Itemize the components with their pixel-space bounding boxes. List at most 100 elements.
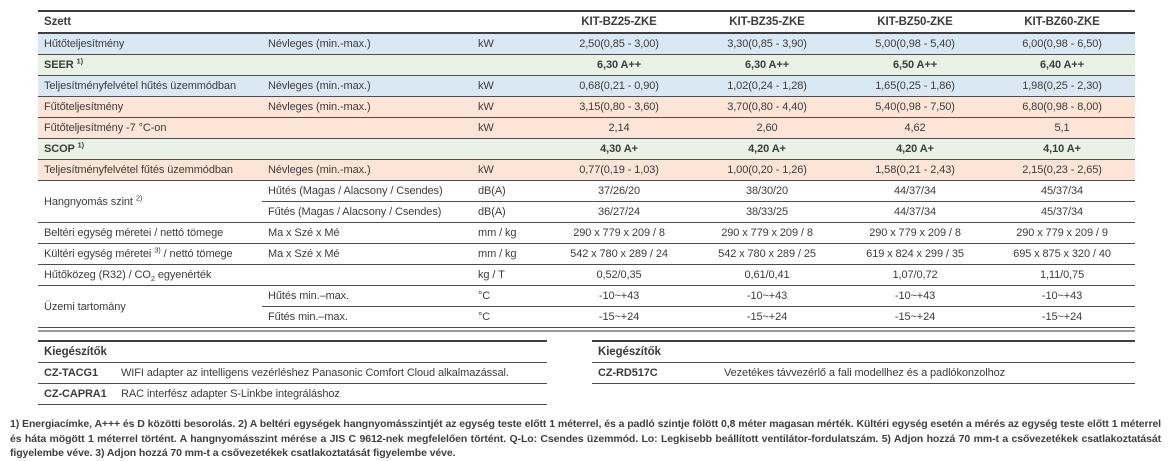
spec-value: 290 x 779 x 209 / 9 <box>989 222 1136 244</box>
spec-value: 38/33/25 <box>693 201 842 223</box>
spec-value: 1,02(0,24 - 1,28) <box>693 75 842 97</box>
spec-unit: dB(A) <box>472 180 546 202</box>
spec-unit: kW <box>472 159 546 181</box>
spec-value: 1,58(0,21 - 2,43) <box>841 159 990 181</box>
spec-label: Kültéri egység méretei 3) / nettó tömege <box>38 243 262 265</box>
spec-label: Teljesítményfelvétel fűtés üzemmódban <box>38 159 262 181</box>
spec-value: 37/26/20 <box>545 180 694 202</box>
spec-value: 6,00(0,98 - 6,50) <box>989 33 1136 55</box>
spec-label: SEER 1) <box>38 54 262 76</box>
spec-value: 3,70(0,80 - 4,40) <box>693 96 842 118</box>
spec-value: -15~+24 <box>693 306 842 328</box>
spec-row-heating-capacity: Fűtőteljesítmény Névleges (min.-max.) kW… <box>38 96 1136 118</box>
accessory-description: WIFI adapter az intelligens vezérléshez … <box>115 362 547 384</box>
spec-value: -15~+24 <box>545 306 694 328</box>
spec-value: 542 x 780 x 289 / 24 <box>545 243 694 265</box>
accessories-header-row: Kiegészítők <box>592 341 1135 363</box>
accessory-description: Vezetékes távvezérlő a fali modellhez és… <box>718 362 1135 384</box>
spec-row-refrigerant: Hűtőközeg (R32) / CO2 egyenérték kg / T … <box>38 264 1136 286</box>
spec-value: 4,30 A+ <box>545 138 694 160</box>
spec-value: 695 x 875 x 320 / 40 <box>989 243 1136 265</box>
spec-row-seer: SEER 1) 6,30 A++ 6,30 A++ 6,50 A++ 6,40 … <box>38 54 1136 76</box>
spec-unit: kW <box>472 96 546 118</box>
spec-sublabel <box>262 117 472 139</box>
spec-value: 6,30 A++ <box>545 54 694 76</box>
spec-value: 44/37/34 <box>841 201 990 223</box>
spec-value: 1,11/0,75 <box>989 264 1136 286</box>
spec-value: -10~+43 <box>989 285 1136 307</box>
spec-value: 1,00(0,20 - 1,26) <box>693 159 842 181</box>
spec-unit: dB(A) <box>472 201 546 223</box>
spec-value: 2,15(0,23 - 2,65) <box>989 159 1136 181</box>
spec-value: 6,40 A++ <box>989 54 1136 76</box>
spec-value: 5,00(0,98 - 5,40) <box>841 33 990 55</box>
spec-value: 290 x 779 x 209 / 8 <box>841 222 990 244</box>
spec-value: -10~+43 <box>841 285 990 307</box>
spec-value: 542 x 780 x 289 / 25 <box>693 243 842 265</box>
spec-label: Hangnyomás szint 2) <box>38 180 262 223</box>
spec-label: Üzemi tartomány <box>38 285 262 328</box>
model-header-bz50: KIT-BZ50-ZKE <box>841 11 990 34</box>
spec-value: 6,80(0,98 - 8,00) <box>989 96 1136 118</box>
spec-sublabel: Ma x Szé x Mé <box>262 243 472 265</box>
spec-sublabel: Ma x Szé x Mé <box>262 222 472 244</box>
accessories-title: Kiegészítők <box>38 341 547 363</box>
spec-row-outdoor-dimensions: Kültéri egység méretei 3) / nettó tömege… <box>38 243 1136 265</box>
spec-row-sound-pressure-heating: Fűtés (Magas / Alacsony / Csendes) dB(A)… <box>38 201 1136 223</box>
spec-row-heating-capacity-minus7: Fűtőteljesítmény -7 °C-on kW 2,14 2,60 4… <box>38 117 1136 139</box>
spec-label: Fűtőteljesítmény <box>38 96 262 118</box>
accessory-code: CZ-TACG1 <box>38 362 115 384</box>
spec-value: 1,65(0,25 - 1,86) <box>841 75 990 97</box>
spec-label: SCOP 1) <box>38 138 262 160</box>
spec-value: 4,62 <box>841 117 990 139</box>
spec-sublabel: Fűtés (Magas / Alacsony / Csendes) <box>262 201 472 223</box>
spec-sublabel: Fűtés min.–max. <box>262 306 472 328</box>
model-header-bz60: KIT-BZ60-ZKE <box>989 11 1136 34</box>
spec-value: 36/27/24 <box>545 201 694 223</box>
spec-row-cooling-capacity: Hűtőteljesítmény Névleges (min.-max.) kW… <box>38 33 1136 55</box>
spec-row-operating-range-cooling: Üzemi tartomány Hűtés min.–max. °C -10~+… <box>38 285 1136 328</box>
table-title: Szett <box>38 11 546 34</box>
spec-value: 5,40(0,98 - 7,50) <box>841 96 990 118</box>
spec-value: -10~+43 <box>545 285 694 307</box>
spec-unit <box>472 138 546 160</box>
spec-sublabel: Hűtés min.–max. <box>262 285 472 307</box>
spec-value: 0,77(0,19 - 1,03) <box>545 159 694 181</box>
spec-value: 290 x 779 x 209 / 8 <box>545 222 694 244</box>
spec-value: 3,30(0,85 - 3,90) <box>693 33 842 55</box>
accessory-code: CZ-RD517C <box>592 362 718 384</box>
spec-value: 4,20 A+ <box>693 138 842 160</box>
spec-unit: mm / kg <box>472 243 546 265</box>
accessories-table-right: Kiegészítők CZ-RD517C Vezetékes távvezér… <box>592 340 1135 384</box>
spec-value: 0,52/0,35 <box>545 264 694 286</box>
spec-unit: kW <box>472 75 546 97</box>
accessory-row: CZ-RD517C Vezetékes távvezérlő a fali mo… <box>592 362 1135 384</box>
spec-label: Beltéri egység méretei / nettó tömege <box>38 222 262 244</box>
spec-sublabel <box>262 54 472 76</box>
spec-value: 619 x 824 x 299 / 35 <box>841 243 990 265</box>
accessories-title: Kiegészítők <box>592 341 1135 363</box>
spec-value: 38/30/20 <box>693 180 842 202</box>
spec-row-heating-power-input: Teljesítményfelvétel fűtés üzemmódban Né… <box>38 159 1136 181</box>
spec-sublabel: Névleges (min.-max.) <box>262 33 472 55</box>
accessories-section: Kiegészítők CZ-TACG1 WIFI adapter az int… <box>38 340 1135 405</box>
spec-value: 290 x 779 x 209 / 8 <box>693 222 842 244</box>
spec-sublabel <box>262 138 472 160</box>
spec-label: Hűtőteljesítmény <box>38 33 262 55</box>
spec-row-sound-pressure-cooling: Hangnyomás szint 2) Hűtés (Magas / Alacs… <box>38 180 1136 223</box>
accessories-header-row: Kiegészítők <box>38 341 547 363</box>
spec-value: 45/37/34 <box>989 201 1136 223</box>
spec-value: -15~+24 <box>841 306 990 328</box>
spec-sublabel: Névleges (min.-max.) <box>262 159 472 181</box>
spec-header-row: Szett KIT-BZ25-ZKE KIT-BZ35-ZKE KIT-BZ50… <box>38 11 1136 34</box>
spec-value: 44/37/34 <box>841 180 990 202</box>
model-header-bz25: KIT-BZ25-ZKE <box>545 11 694 34</box>
spec-unit: kW <box>472 117 546 139</box>
accessory-row: CZ-CAPRA1 RAC interfész adapter S-Linkbe… <box>38 383 547 405</box>
spec-value: 6,30 A++ <box>693 54 842 76</box>
spec-value: 5,1 <box>989 117 1136 139</box>
spec-value: -15~+24 <box>989 306 1136 328</box>
spec-value: 2,60 <box>693 117 842 139</box>
spec-value: 2,50(0,85 - 3,00) <box>545 33 694 55</box>
spec-unit: °C <box>472 306 546 328</box>
